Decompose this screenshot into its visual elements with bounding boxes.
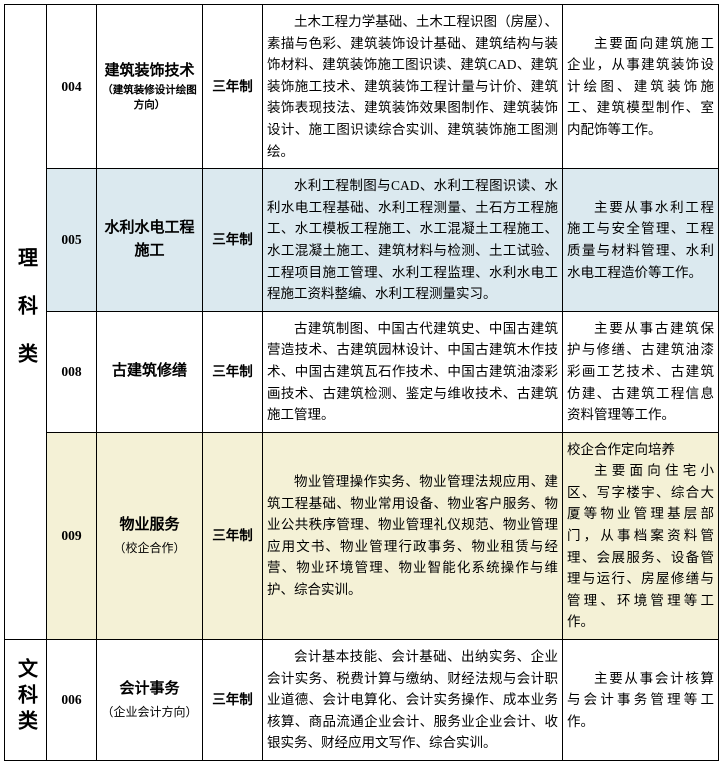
- major-cell: 建筑装饰技术 （建筑装修设计绘图方向）: [97, 5, 203, 169]
- major-name: 建筑装饰技术: [104, 63, 194, 79]
- code-cell: 008: [47, 311, 97, 432]
- major-direction: （校企合作）: [101, 539, 198, 558]
- category-label: 理科类: [10, 247, 42, 391]
- code-cell: 006: [47, 640, 97, 761]
- jobs-cell: 校企合作定向培养 主要面向住宅小区、写字楼宇、综合大厦等物业管理基层部门，从事档…: [563, 432, 719, 639]
- jobs-pre-text: 校企合作定向培养: [567, 439, 714, 461]
- major-name: 会计事务: [119, 681, 179, 697]
- courses-text: 物业管理操作实务、物业管理法规应用、建筑工程基础、物业常用设备、物业客户服务、物…: [267, 471, 558, 601]
- category-label: 文科类: [10, 658, 42, 736]
- duration-cell: 三年制: [203, 169, 263, 312]
- table-row: 005 水利水电工程施工 三年制 水利工程制图与CAD、水利工程图识读、水利水电…: [5, 169, 719, 312]
- jobs-cell: 主要从事会计核算与会计事务管理等工作。: [563, 640, 719, 761]
- major-direction: （建筑装修设计绘图方向）: [101, 84, 198, 113]
- duration-cell: 三年制: [203, 640, 263, 761]
- jobs-text: 主要面向建筑施工企业，从事建筑装饰设计绘图、建筑装饰施工、建筑模型制作、室内配饰…: [567, 33, 714, 141]
- major-cell: 会计事务 （企业会计方向）: [97, 640, 203, 761]
- jobs-cell: 主要从事水利工程施工与安全管理、工程质量与材料管理、水利水电工程造价等工作。: [563, 169, 719, 312]
- table-row: 理科类 004 建筑装饰技术 （建筑装修设计绘图方向） 三年制 土木工程力学基础…: [5, 5, 719, 169]
- courses-text: 水利工程制图与CAD、水利工程图识读、水利水电工程基础、水利工程测量、土石方工程…: [267, 175, 558, 305]
- table-row: 009 物业服务 （校企合作） 三年制 物业管理操作实务、物业管理法规应用、建筑…: [5, 432, 719, 639]
- major-cell: 物业服务 （校企合作）: [97, 432, 203, 639]
- courses-text: 会计基本技能、会计基础、出纳实务、企业会计实务、税费计算与缴纳、财经法规与会计职…: [267, 646, 558, 754]
- major-direction: （企业会计方向）: [101, 703, 198, 722]
- category-cell-science: 理科类: [5, 5, 47, 640]
- jobs-text: 主要从事会计核算与会计事务管理等工作。: [567, 668, 714, 733]
- major-cell: 水利水电工程施工: [97, 169, 203, 312]
- jobs-text: 主要面向住宅小区、写字楼宇、综合大厦等物业管理基层部门，从事档案资料管理、会展服…: [567, 460, 714, 633]
- courses-text: 土木工程力学基础、土木工程识图（房屋）、素描与色彩、建筑装饰设计基础、建筑结构与…: [267, 11, 558, 162]
- duration-cell: 三年制: [203, 311, 263, 432]
- major-cell: 古建筑修缮: [97, 311, 203, 432]
- code-cell: 004: [47, 5, 97, 169]
- major-name: 古建筑修缮: [112, 363, 187, 379]
- jobs-cell: 主要从事古建筑保护与修缮、古建筑油漆彩画工艺技术、古建筑仿建、古建筑工程信息资料…: [563, 311, 719, 432]
- courses-cell: 古建筑制图、中国古代建筑史、中国古建筑营造技术、古建筑园林设计、中国古建筑木作技…: [263, 311, 563, 432]
- curriculum-table: 理科类 004 建筑装饰技术 （建筑装修设计绘图方向） 三年制 土木工程力学基础…: [4, 4, 719, 761]
- courses-text: 古建筑制图、中国古代建筑史、中国古建筑营造技术、古建筑园林设计、中国古建筑木作技…: [267, 318, 558, 426]
- major-name: 物业服务: [119, 517, 179, 533]
- code-cell: 005: [47, 169, 97, 312]
- courses-cell: 物业管理操作实务、物业管理法规应用、建筑工程基础、物业常用设备、物业客户服务、物…: [263, 432, 563, 639]
- courses-cell: 会计基本技能、会计基础、出纳实务、企业会计实务、税费计算与缴纳、财经法规与会计职…: [263, 640, 563, 761]
- category-cell-liberal: 文科类: [5, 640, 47, 761]
- jobs-text: 主要从事古建筑保护与修缮、古建筑油漆彩画工艺技术、古建筑仿建、古建筑工程信息资料…: [567, 318, 714, 426]
- table-row: 文科类 006 会计事务 （企业会计方向） 三年制 会计基本技能、会计基础、出纳…: [5, 640, 719, 761]
- courses-cell: 土木工程力学基础、土木工程识图（房屋）、素描与色彩、建筑装饰设计基础、建筑结构与…: [263, 5, 563, 169]
- code-cell: 009: [47, 432, 97, 639]
- duration-cell: 三年制: [203, 5, 263, 169]
- jobs-cell: 主要面向建筑施工企业，从事建筑装饰设计绘图、建筑装饰施工、建筑模型制作、室内配饰…: [563, 5, 719, 169]
- courses-cell: 水利工程制图与CAD、水利工程图识读、水利水电工程基础、水利工程测量、土石方工程…: [263, 169, 563, 312]
- table-row: 008 古建筑修缮 三年制 古建筑制图、中国古代建筑史、中国古建筑营造技术、古建…: [5, 311, 719, 432]
- jobs-text: 主要从事水利工程施工与安全管理、工程质量与材料管理、水利水电工程造价等工作。: [567, 197, 714, 283]
- major-name: 水利水电工程施工: [104, 220, 194, 259]
- duration-cell: 三年制: [203, 432, 263, 639]
